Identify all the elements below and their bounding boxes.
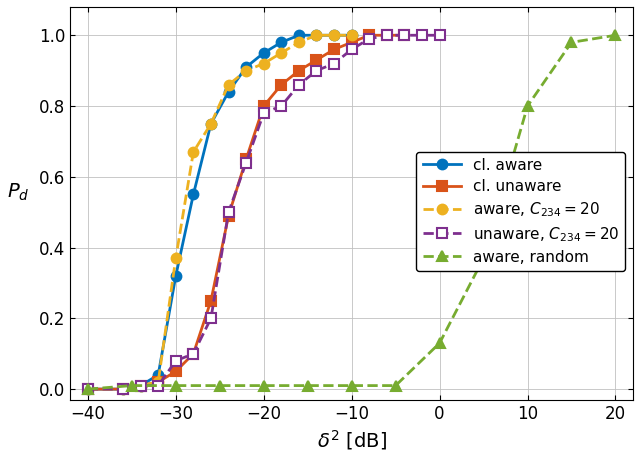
aware, random	[612, 33, 620, 38]
Legend: cl. aware, cl. unaware, aware, $C_{234} = 20$, unaware, $C_{234} = 20$, aware, r: cl. aware, cl. unaware, aware, $C_{234} …	[417, 151, 625, 271]
unaware, $C_{234} = 20$	[418, 33, 426, 38]
aware, $C_{234} = 20$	[312, 33, 320, 38]
aware, $C_{234} = 20$	[243, 68, 250, 73]
unaware, $C_{234} = 20$	[172, 358, 180, 364]
aware, random	[260, 383, 268, 388]
Line: unaware, $C_{234} = 20$: unaware, $C_{234} = 20$	[83, 30, 444, 394]
cl. aware	[154, 372, 162, 378]
aware, $C_{234} = 20$	[207, 121, 215, 127]
cl. aware	[137, 383, 145, 388]
cl. unaware	[225, 213, 232, 218]
aware, $C_{234} = 20$	[260, 61, 268, 66]
cl. aware	[207, 121, 215, 127]
cl. aware	[189, 192, 197, 197]
aware, $C_{234} = 20$	[278, 50, 285, 56]
cl. unaware	[312, 57, 320, 63]
Line: cl. aware: cl. aware	[83, 30, 356, 394]
aware, $C_{234} = 20$	[137, 383, 145, 388]
cl. aware	[312, 33, 320, 38]
unaware, $C_{234} = 20$	[278, 103, 285, 109]
aware, $C_{234} = 20$	[225, 82, 232, 88]
aware, random	[436, 341, 444, 346]
cl. unaware	[330, 47, 338, 52]
cl. aware	[278, 39, 285, 45]
cl. unaware	[295, 68, 303, 73]
cl. aware	[119, 386, 127, 392]
cl. aware	[260, 50, 268, 56]
cl. unaware	[137, 383, 145, 388]
cl. aware	[84, 386, 92, 392]
unaware, $C_{234} = 20$	[189, 351, 197, 357]
cl. unaware	[154, 379, 162, 385]
unaware, $C_{234} = 20$	[207, 316, 215, 321]
aware, random	[128, 383, 136, 388]
cl. aware	[330, 33, 338, 38]
cl. unaware	[119, 386, 127, 392]
cl. unaware	[207, 298, 215, 303]
aware, random	[480, 256, 488, 261]
aware, random	[348, 383, 355, 388]
aware, $C_{234} = 20$	[348, 33, 355, 38]
cl. aware	[172, 273, 180, 279]
cl. unaware	[189, 351, 197, 357]
aware, random	[216, 383, 223, 388]
unaware, $C_{234} = 20$	[119, 386, 127, 392]
unaware, $C_{234} = 20$	[365, 36, 373, 42]
cl. aware	[295, 33, 303, 38]
unaware, $C_{234} = 20$	[295, 82, 303, 88]
unaware, $C_{234} = 20$	[401, 33, 408, 38]
unaware, $C_{234} = 20$	[348, 47, 355, 52]
cl. aware	[243, 64, 250, 70]
Y-axis label: $P_d$: $P_d$	[7, 182, 29, 203]
cl. unaware	[383, 33, 390, 38]
unaware, $C_{234} = 20$	[243, 160, 250, 165]
cl. unaware	[84, 386, 92, 392]
aware, $C_{234} = 20$	[295, 39, 303, 45]
aware, $C_{234} = 20$	[330, 33, 338, 38]
unaware, $C_{234} = 20$	[383, 33, 390, 38]
aware, $C_{234} = 20$	[119, 386, 127, 392]
cl. unaware	[365, 33, 373, 38]
cl. unaware	[260, 103, 268, 109]
cl. unaware	[172, 369, 180, 374]
Line: aware, $C_{234} = 20$: aware, $C_{234} = 20$	[83, 30, 356, 394]
aware, random	[568, 39, 575, 45]
unaware, $C_{234} = 20$	[137, 383, 145, 388]
cl. unaware	[278, 82, 285, 88]
unaware, $C_{234} = 20$	[260, 110, 268, 116]
cl. aware	[348, 33, 355, 38]
cl. aware	[225, 89, 232, 95]
aware, random	[304, 383, 312, 388]
aware, $C_{234} = 20$	[84, 386, 92, 392]
cl. unaware	[401, 33, 408, 38]
cl. unaware	[243, 157, 250, 162]
aware, random	[524, 103, 531, 109]
Line: cl. unaware: cl. unaware	[83, 30, 409, 394]
aware, $C_{234} = 20$	[154, 379, 162, 385]
aware, random	[84, 386, 92, 392]
aware, random	[392, 383, 399, 388]
X-axis label: $\delta^2$ [dB]: $\delta^2$ [dB]	[317, 428, 387, 452]
unaware, $C_{234} = 20$	[436, 33, 444, 38]
aware, $C_{234} = 20$	[189, 149, 197, 155]
aware, random	[172, 383, 180, 388]
unaware, $C_{234} = 20$	[154, 383, 162, 388]
cl. unaware	[348, 39, 355, 45]
unaware, $C_{234} = 20$	[225, 209, 232, 215]
Line: aware, random: aware, random	[83, 30, 620, 394]
unaware, $C_{234} = 20$	[312, 68, 320, 73]
aware, $C_{234} = 20$	[172, 256, 180, 261]
unaware, $C_{234} = 20$	[330, 61, 338, 66]
unaware, $C_{234} = 20$	[84, 386, 92, 392]
